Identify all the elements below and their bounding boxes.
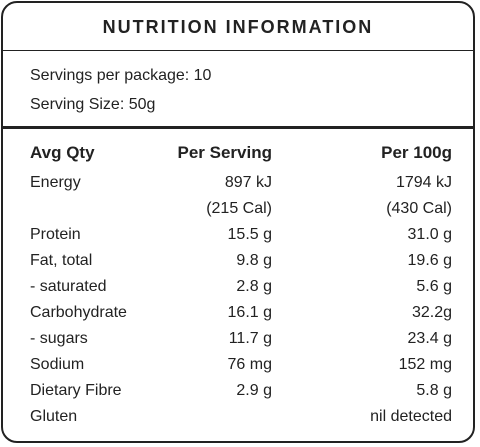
per-serving-value: 2.9 g bbox=[236, 382, 272, 399]
table-row: - saturated 2.8 g 5.6 g bbox=[3, 278, 473, 304]
row-label: - sugars bbox=[30, 330, 88, 347]
per-100g-value: 23.4 g bbox=[407, 330, 452, 347]
per-100g-value: 152 mg bbox=[398, 356, 452, 373]
column-header-per-serving: Per Serving bbox=[177, 143, 273, 162]
servings-per-package: Servings per package: 10 bbox=[30, 67, 212, 84]
table-row: Energy 897 kJ 1794 kJ bbox=[3, 174, 473, 200]
nutrition-panel: NUTRITION INFORMATION Servings per packa… bbox=[1, 1, 475, 443]
per-100g-value: 5.6 g bbox=[416, 278, 452, 295]
row-label: Carbohydrate bbox=[30, 304, 127, 321]
per-serving-value: 11.7 g bbox=[228, 330, 272, 347]
table-row: Gluten nil detected bbox=[3, 408, 473, 434]
per-100g-value: 5.8 g bbox=[416, 382, 452, 399]
per-100g-value: 1794 kJ bbox=[395, 174, 452, 191]
per-100g-value: 31.0 g bbox=[407, 226, 452, 243]
table-row: (215 Cal) (430 Cal) bbox=[3, 200, 473, 226]
row-label: Gluten bbox=[30, 408, 78, 425]
per-100g-value: nil detected bbox=[370, 408, 452, 425]
column-header-per-100g: Per 100g bbox=[381, 143, 452, 162]
table-row: - sugars 11.7 g 23.4 g bbox=[3, 330, 473, 356]
table-row: Protein 15.5 g 31.0 g bbox=[3, 226, 473, 252]
per-100g-value: (430 Cal) bbox=[386, 200, 452, 217]
header-divider bbox=[3, 126, 473, 129]
row-label: Protein bbox=[30, 226, 81, 243]
per-serving-value: 2.8 g bbox=[236, 278, 272, 295]
table-row: Fat, total 9.8 g 19.6 g bbox=[3, 252, 473, 278]
table-row: Carbohydrate 16.1 g 32.2g bbox=[3, 304, 473, 330]
column-header-avg-qty: Avg Qty bbox=[30, 143, 95, 162]
row-label: Dietary Fibre bbox=[30, 382, 122, 399]
panel-title: NUTRITION INFORMATION bbox=[102, 17, 374, 37]
table-row: Sodium 76 mg 152 mg bbox=[3, 356, 473, 382]
table-row: Dietary Fibre 2.9 g 5.8 g bbox=[3, 382, 473, 408]
per-serving-value: 15.5 g bbox=[227, 226, 272, 243]
per-serving-value: 897 kJ bbox=[224, 174, 272, 191]
row-label: Fat, total bbox=[30, 252, 93, 269]
per-serving-value: (215 Cal) bbox=[206, 200, 272, 217]
title-divider bbox=[3, 50, 473, 51]
per-serving-value: 16.1 g bbox=[227, 304, 272, 321]
row-label: Energy bbox=[30, 174, 81, 191]
serving-size: Serving Size: 50g bbox=[30, 96, 156, 113]
row-label: Sodium bbox=[30, 356, 85, 373]
row-label: - saturated bbox=[30, 278, 107, 295]
per-serving-value: 9.8 g bbox=[236, 252, 272, 269]
per-serving-value: 76 mg bbox=[227, 356, 272, 373]
per-100g-value: 19.6 g bbox=[407, 252, 452, 269]
per-100g-value: 32.2g bbox=[411, 304, 452, 321]
